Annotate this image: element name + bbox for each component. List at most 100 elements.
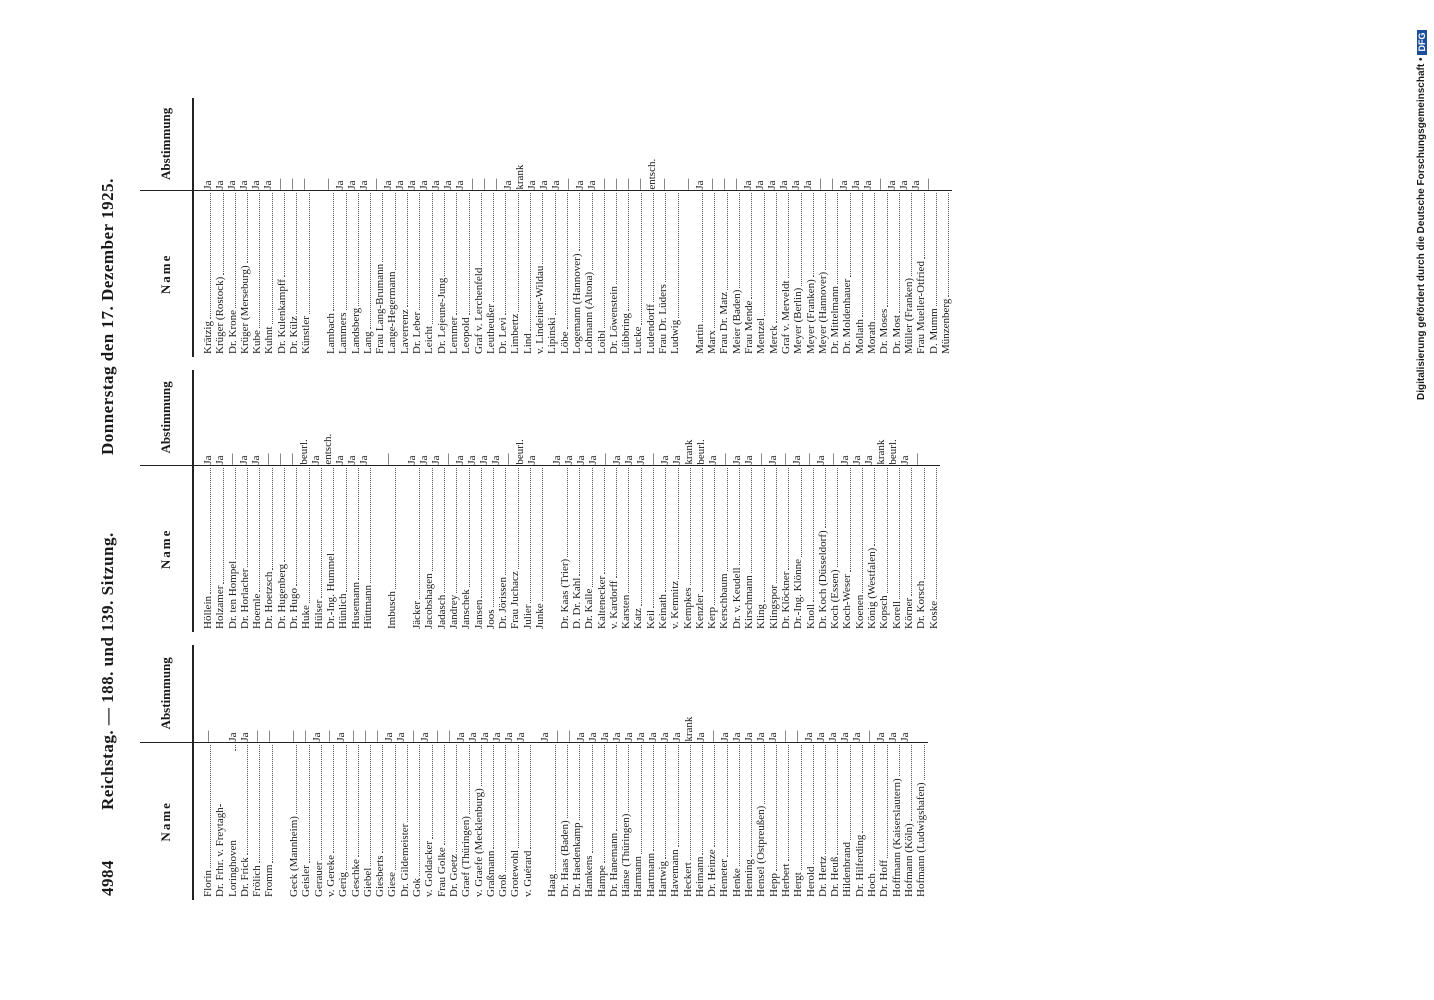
member-name: Henke	[730, 868, 743, 897]
member-name: Hampe	[595, 865, 608, 897]
member-name: Dr. Frick	[238, 857, 251, 897]
dot-leader	[886, 467, 888, 594]
name-row: Dr. Moses	[878, 191, 890, 357]
vote: —	[610, 178, 622, 190]
vote-row: Ja	[418, 370, 431, 464]
vote-row: —	[706, 98, 719, 190]
vote: Ja	[898, 180, 911, 190]
name-row: Hänse (Thüringen)	[620, 743, 632, 900]
vote: Ja	[526, 455, 539, 465]
vote-row: beurl.	[298, 370, 310, 464]
name-row: Dr. ten Hompel	[227, 466, 239, 632]
dot-leader	[652, 744, 654, 852]
dot-leader	[394, 467, 396, 590]
member-name: D. Dr. Kahl	[570, 577, 583, 629]
member-name: Kerschbaum	[718, 573, 731, 629]
name-row: Dr. Goetz	[448, 743, 460, 900]
member-name: Dr. Hertz	[816, 856, 829, 897]
vote-row: Ja	[345, 370, 358, 465]
dot-leader	[862, 192, 864, 318]
vote-row: Ja	[659, 370, 671, 464]
vote: —	[922, 178, 935, 190]
dot-leader	[591, 744, 593, 854]
name-row: Hemeter	[718, 743, 730, 900]
member-name: Hofmann (Ludwigshafen)	[915, 782, 928, 897]
vote-row: —	[370, 98, 382, 190]
name-row: Huke	[300, 466, 312, 632]
vote-section: — Ja Ja — —	[202, 645, 275, 742]
member-name: Dr. Haas (Baden)	[558, 820, 571, 897]
vote-row: —	[263, 645, 275, 742]
member-name: Lohmann (Altona)	[583, 271, 596, 354]
name-row: Herbert	[780, 743, 792, 900]
vote-row: —	[874, 98, 887, 190]
vote-row: entsch.	[646, 98, 658, 190]
vote: Ja	[898, 455, 911, 465]
vote-row: Ja	[214, 645, 239, 741]
vote: Ja	[766, 455, 779, 465]
dot-leader	[517, 192, 519, 312]
vote: entsch.	[646, 158, 658, 190]
name-row: Hünlich	[337, 466, 349, 632]
vote-row: Ja	[778, 98, 791, 189]
name-row: Koske	[928, 466, 940, 632]
vote: Ja	[406, 180, 418, 190]
vote: Ja	[839, 732, 852, 742]
dot-leader	[296, 744, 298, 815]
vote: Ja	[491, 732, 503, 742]
vote: Ja	[538, 180, 550, 190]
member-name: Loibl	[595, 330, 608, 354]
name-row: Dr. Heuß	[829, 743, 841, 900]
name-row: Loibl	[596, 191, 608, 357]
name-row: Müller (Franken)	[903, 191, 915, 357]
vote: Ja	[430, 455, 443, 465]
dot-leader	[677, 192, 679, 318]
name-row: v. Gereke	[325, 743, 337, 900]
dot-leader	[935, 467, 937, 599]
vote: —	[297, 178, 310, 190]
dot-leader	[775, 467, 777, 583]
vote-row: Ja	[695, 645, 708, 741]
member-name: Lipinski	[546, 317, 559, 354]
vote: Ja	[249, 455, 262, 465]
vote: Ja	[201, 180, 214, 190]
vote-row: Ja	[502, 98, 514, 189]
vote: Ja	[754, 180, 767, 190]
dot-leader	[320, 744, 322, 860]
member-name: Jadasch	[435, 594, 448, 629]
vote: Ja	[419, 732, 431, 742]
vote: Ja	[382, 180, 394, 190]
member-name: Dr. Külz	[288, 316, 301, 354]
vote-row: —	[610, 98, 622, 190]
dot-leader	[333, 744, 335, 853]
vote: Ja	[345, 455, 358, 465]
vote-row: Ja	[910, 98, 923, 189]
name-row: Morath	[866, 191, 878, 357]
vote-row: Ja	[430, 98, 442, 189]
dot-leader	[370, 744, 372, 866]
vote-row: —	[622, 98, 634, 190]
name-row: Holzamer	[214, 466, 226, 632]
dot-leader	[456, 467, 458, 593]
dot-leader	[456, 192, 458, 315]
member-name: Hensel (Ostpreußen)	[755, 805, 768, 897]
vote-section: — — Ja — Ja — — — Ja Ja — Ja — — Ja Ja Ja Ja Ja Ja	[287, 645, 527, 742]
dot-leader	[825, 192, 827, 270]
member-name: Krüger (Rostock)	[214, 276, 227, 354]
name-row: Heimann	[694, 743, 706, 900]
member-name: Dr. Lejeune-Jung	[435, 277, 448, 354]
vote: —	[778, 453, 791, 465]
name-row: Hepp	[768, 743, 780, 900]
vote: —	[273, 178, 286, 190]
vote: Ja	[803, 732, 816, 742]
member-name: König (Westfalen)	[866, 547, 879, 629]
dot-leader	[554, 744, 556, 872]
dot-leader	[394, 192, 396, 270]
name-row: Dr. Hugenberg	[276, 466, 288, 632]
vote-row: —	[466, 98, 478, 190]
dot-leader	[419, 467, 421, 599]
vote: Ja	[383, 732, 395, 742]
member-name: Junke	[534, 603, 547, 629]
vote: —	[718, 178, 731, 190]
vote-row: Ja	[647, 645, 660, 741]
